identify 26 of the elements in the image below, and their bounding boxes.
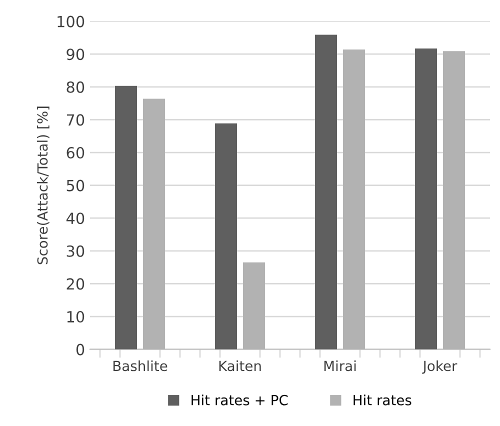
y-tick-label: 80	[66, 81, 84, 93]
bar	[315, 34, 337, 350]
bar	[115, 86, 137, 350]
y-axis-title: Score(Attack/Total) [%]	[36, 106, 50, 264]
legend-label: Hit rates + PC	[192, 394, 288, 406]
x-tick-label: Joker	[422, 360, 458, 374]
x-tick-label: Mirai	[324, 360, 356, 372]
y-tick-label: 70	[66, 114, 84, 126]
y-tick-label: 20	[66, 278, 84, 290]
y-tick-label: 30	[66, 245, 84, 257]
y-tick-label: 0	[76, 344, 84, 356]
y-tick-label: 40	[66, 212, 84, 224]
bar	[143, 98, 165, 350]
y-tick-label: 100	[58, 16, 84, 28]
x-tick-label: Kaiten	[219, 360, 261, 372]
y-tick-label: 90	[66, 48, 84, 60]
bar	[415, 48, 437, 350]
y-tick-label: 10	[67, 310, 84, 323]
bar	[443, 51, 465, 350]
bar	[343, 50, 365, 350]
bar	[215, 123, 237, 350]
legend-label: Hit rates	[354, 394, 412, 406]
y-tick-label: 50	[66, 180, 84, 192]
bar	[243, 262, 265, 350]
y-tick-label: 60	[66, 146, 84, 159]
x-tick-label: Bashlite	[113, 360, 168, 372]
